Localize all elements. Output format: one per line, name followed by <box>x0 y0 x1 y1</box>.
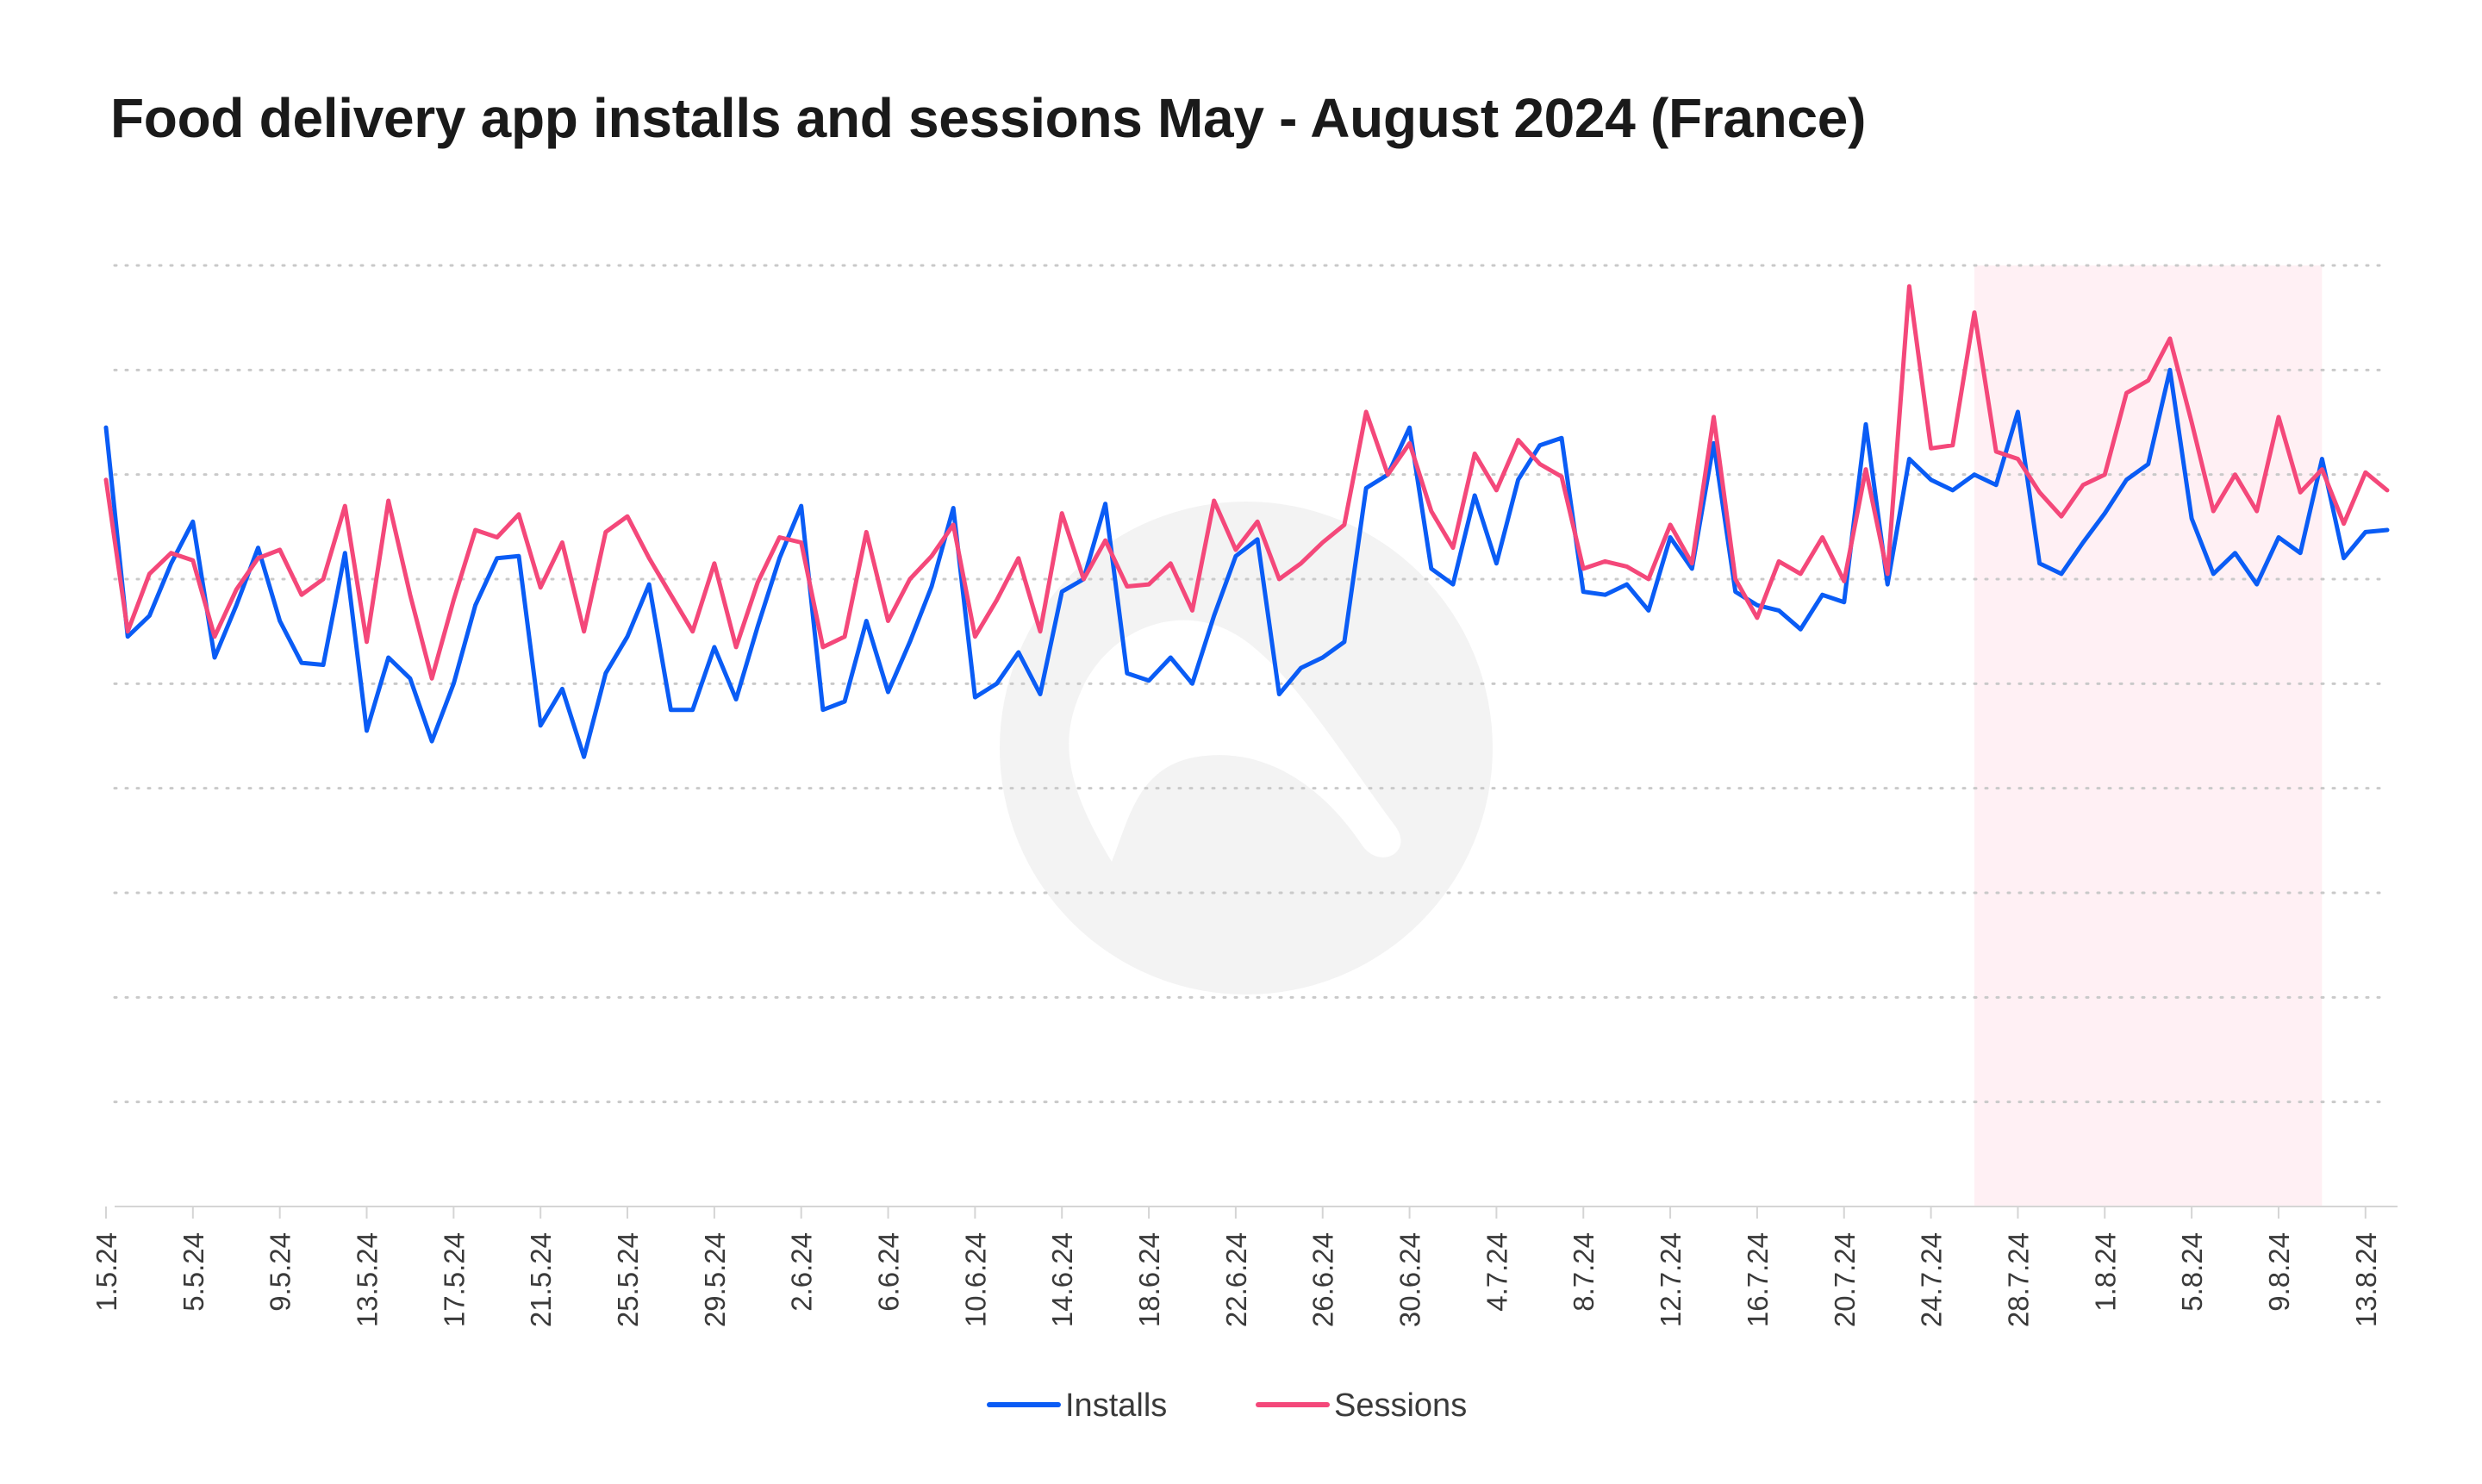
x-tick-label: 29.5.24 <box>699 1232 731 1327</box>
gridlines <box>113 264 2389 1104</box>
x-tick-label: 22.6.24 <box>1220 1232 1252 1327</box>
x-tick-label: 24.7.24 <box>1916 1232 1948 1327</box>
x-tick-label: 25.5.24 <box>612 1232 644 1327</box>
x-tick-label: 12.7.24 <box>1655 1232 1687 1327</box>
x-tick-label: 6.6.24 <box>873 1232 905 1312</box>
x-tick-label: 1.5.24 <box>90 1232 122 1312</box>
watermark-logo-icon <box>1000 502 1493 995</box>
x-tick-label: 16.7.24 <box>1742 1232 1774 1327</box>
x-tick-label: 28.7.24 <box>2002 1232 2034 1327</box>
series-line-installs <box>103 367 2390 759</box>
chart-title: Food delivery app installs and sessions … <box>110 87 1867 149</box>
x-tick-label: 9.5.24 <box>265 1232 296 1312</box>
x-tick-label: 1.8.24 <box>2089 1232 2121 1312</box>
x-tick-label: 2.6.24 <box>786 1232 818 1312</box>
x-tick-label: 4.7.24 <box>1481 1232 1512 1312</box>
legend-label-installs: Installs <box>1065 1387 1167 1424</box>
x-tick-label: 17.5.24 <box>438 1232 470 1327</box>
x-tick-label: 13.8.24 <box>2350 1232 2382 1327</box>
x-tick-label: 13.5.24 <box>352 1232 384 1327</box>
x-tick-label: 10.6.24 <box>959 1232 991 1327</box>
highlighted-period <box>1974 265 2323 1207</box>
x-tick-label: 8.7.24 <box>1568 1232 1600 1312</box>
x-tick-label: 5.8.24 <box>2176 1232 2208 1312</box>
legend-label-sessions: Sessions <box>1334 1387 1467 1424</box>
x-tick-label: 26.6.24 <box>1307 1232 1339 1327</box>
x-tick-label: 9.8.24 <box>2263 1232 2295 1312</box>
series-line-sessions <box>103 284 2390 681</box>
x-tick-label: 30.6.24 <box>1394 1232 1426 1327</box>
x-tick-label: 21.5.24 <box>525 1232 557 1327</box>
x-tick-label: 20.7.24 <box>1829 1232 1861 1327</box>
x-tick-label: 14.6.24 <box>1046 1232 1078 1327</box>
x-tick-label: 18.6.24 <box>1133 1232 1165 1327</box>
legend: Installs Sessions <box>987 1387 1467 1424</box>
x-tick-label: 5.5.24 <box>178 1232 209 1312</box>
x-axis-tick-labels: 1.5.24 5.5.24 9.5.24 13.5.24 17.5.24 21.5.24 2… <box>90 1232 2382 1327</box>
